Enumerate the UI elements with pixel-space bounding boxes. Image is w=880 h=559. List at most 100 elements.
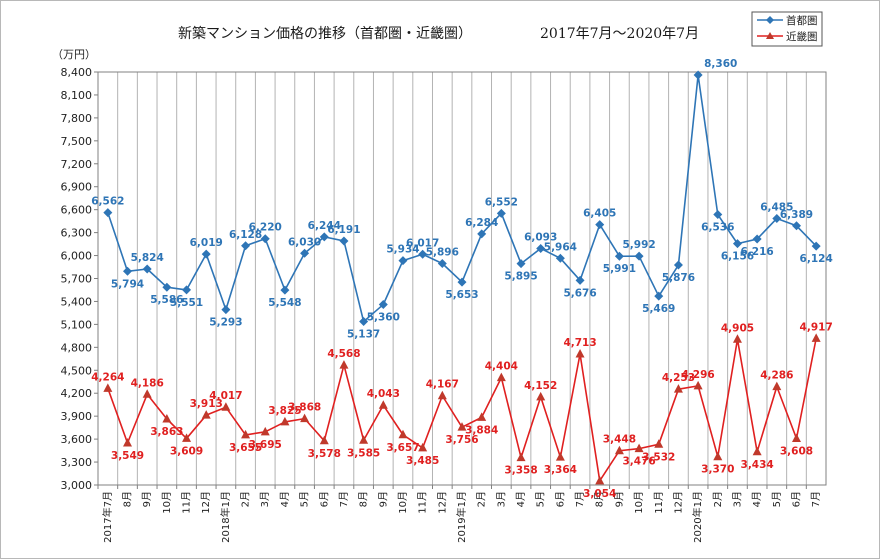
data-label-series-1: 8,360 xyxy=(704,58,737,70)
x-tick-label: 6月 xyxy=(318,491,330,507)
x-axis: 2017年7月 8月 9月 10月 11月 12月 2018年1月 2月 3月 4月 5月 6月 7月 8… xyxy=(97,485,822,543)
x-tick-label: 3月 xyxy=(731,491,743,507)
x-tick-label: 10月 xyxy=(397,491,409,514)
x-tick-label: 9月 xyxy=(141,491,153,507)
data-label-series-2: 4,152 xyxy=(524,380,557,392)
data-point-series-2 xyxy=(595,475,605,485)
data-point-series-1 xyxy=(693,70,703,80)
data-point-series-2 xyxy=(221,402,231,411)
x-tick-label: 4月 xyxy=(751,491,763,507)
data-point-series-1 xyxy=(516,259,526,269)
data-label-series-1: 5,551 xyxy=(170,297,203,309)
data-point-series-1 xyxy=(103,208,113,218)
data-label-series-2: 3,884 xyxy=(465,424,498,436)
legend: 首都圏 近畿圏 xyxy=(751,11,823,47)
data-label-series-2: 3,476 xyxy=(622,456,655,468)
y-tick-label: 8,400 xyxy=(61,66,93,79)
y-tick-label: 5,100 xyxy=(61,318,93,331)
data-point-series-1 xyxy=(595,220,605,230)
y-tick-label: 4,200 xyxy=(61,387,93,400)
data-label-series-1: 6,389 xyxy=(780,209,813,221)
y-tick-label: 7,500 xyxy=(61,135,93,148)
data-point-series-2 xyxy=(339,360,349,369)
data-label-series-1: 5,876 xyxy=(662,272,695,284)
data-label-series-1: 6,562 xyxy=(91,196,124,208)
data-label-series-2: 4,253 xyxy=(662,372,695,384)
x-tick-label: 10月 xyxy=(161,491,173,514)
data-point-series-2 xyxy=(182,433,192,442)
data-point-series-2 xyxy=(634,443,644,453)
data-point-series-1 xyxy=(437,259,447,269)
data-point-series-1 xyxy=(575,275,585,285)
x-tick-label: 2017年7月 xyxy=(101,491,114,543)
data-label-series-2: 3,578 xyxy=(308,448,341,460)
data-label-series-2: 3,913 xyxy=(190,398,223,410)
data-label-series-2: 3,655 xyxy=(229,442,262,454)
x-tick-label: 2月 xyxy=(476,491,488,507)
y-tick-label: 4,500 xyxy=(61,364,93,377)
y-tick-label: 4,800 xyxy=(61,341,93,354)
x-tick-label: 2018年1月 xyxy=(219,491,232,543)
data-point-series-1 xyxy=(555,253,565,263)
data-label-series-1: 5,895 xyxy=(504,271,537,283)
data-label-series-1: 5,896 xyxy=(426,247,459,259)
chart-subtitle: 2017年7月～2020年7月 xyxy=(540,26,699,42)
data-point-series-2 xyxy=(555,452,565,461)
data-label-series-2: 4,264 xyxy=(91,371,124,383)
data-label-series-2: 4,404 xyxy=(485,361,518,373)
data-point-series-2 xyxy=(359,435,369,444)
data-point-series-2 xyxy=(201,410,211,419)
x-tick-label: 5月 xyxy=(771,491,783,507)
data-label-series-1: 6,128 xyxy=(229,229,262,241)
y-tick-label: 7,200 xyxy=(61,158,93,171)
data-label-series-1: 6,093 xyxy=(524,231,557,243)
data-point-series-2 xyxy=(477,412,487,421)
x-tick-label: 2月 xyxy=(240,491,252,507)
data-label-series-2: 3,485 xyxy=(406,455,439,467)
y-tick-label: 3,900 xyxy=(61,410,93,423)
data-label-series-1: 6,019 xyxy=(190,237,223,249)
data-point-series-1 xyxy=(457,277,467,287)
data-point-series-2 xyxy=(654,439,664,448)
data-point-series-1 xyxy=(791,221,801,231)
x-tick-label: 8月 xyxy=(594,491,606,507)
y-tick-label: 3,600 xyxy=(61,433,93,446)
data-point-series-2 xyxy=(811,333,821,342)
data-point-series-2 xyxy=(300,413,310,423)
data-point-series-1 xyxy=(241,241,251,251)
data-label-series-1: 5,653 xyxy=(445,289,478,301)
x-tick-label: 2020年1月 xyxy=(691,491,704,543)
data-label-series-1: 6,156 xyxy=(721,251,754,263)
data-label-series-1: 5,934 xyxy=(386,244,419,256)
data-point-series-2 xyxy=(673,384,683,393)
data-label-series-1: 6,220 xyxy=(249,222,282,234)
data-label-series-2: 4,917 xyxy=(800,321,833,333)
data-label-series-1: 5,964 xyxy=(544,241,577,253)
y-axis: 3,000 3,300 3,600 3,900 4,200 4,500 4,800 5,100… xyxy=(61,66,98,492)
legend-marker-series-1 xyxy=(766,16,774,24)
data-point-series-2 xyxy=(260,426,270,436)
data-point-series-2 xyxy=(772,381,782,391)
legend-marker-series-2 xyxy=(766,32,774,39)
data-point-series-2 xyxy=(614,445,624,455)
data-label-series-1: 6,124 xyxy=(800,253,833,265)
data-point-series-1 xyxy=(418,249,428,259)
x-tick-label: 4月 xyxy=(515,491,527,507)
data-point-series-1 xyxy=(378,300,388,310)
x-tick-label: 11月 xyxy=(181,491,193,514)
data-point-series-2 xyxy=(732,334,742,343)
data-label-series-2: 4,017 xyxy=(209,390,242,402)
data-point-series-1 xyxy=(162,282,172,292)
data-point-series-1 xyxy=(359,317,369,327)
x-tick-label: 8月 xyxy=(122,491,134,507)
data-label-series-2: 4,286 xyxy=(760,370,793,382)
data-point-series-1 xyxy=(319,232,329,242)
data-point-series-2 xyxy=(457,422,467,431)
y-tick-label: 7,800 xyxy=(61,112,93,125)
data-label-series-2: 3,608 xyxy=(780,445,813,457)
data-label-series-1: 6,552 xyxy=(485,196,518,208)
y-tick-label: 5,400 xyxy=(61,295,93,308)
data-label-series-1: 6,216 xyxy=(741,246,774,258)
data-label-series-2: 3,448 xyxy=(603,434,636,446)
